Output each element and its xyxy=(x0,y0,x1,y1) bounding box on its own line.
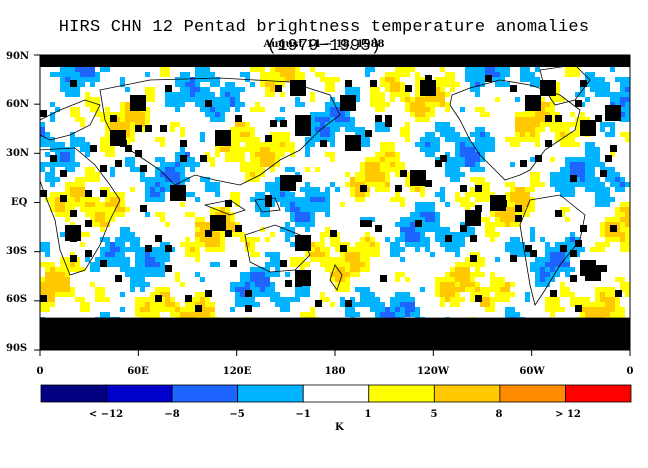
lon-label-180: 180 xyxy=(324,366,346,377)
colorbar-label-1: < −12 xyxy=(88,409,124,420)
lat-label-60s: 60S xyxy=(6,294,28,305)
colorbar-swatch xyxy=(499,384,566,403)
lon-label-0: 0 xyxy=(36,366,44,377)
colorbar xyxy=(40,384,632,403)
lon-label-0-end: 0 xyxy=(626,366,634,377)
axis-ticks xyxy=(34,54,631,356)
colorbar-swatch xyxy=(237,384,304,403)
map-subtitle: August 14 − 18, 1988 xyxy=(263,39,385,50)
missing-data-blocks xyxy=(40,55,630,350)
colorbar-swatch xyxy=(368,384,435,403)
colorbar-label-6: 5 xyxy=(430,409,438,420)
lat-label-eq: EQ xyxy=(11,197,28,208)
map-title: HIRS CHN 12 Pentad brightness temperatur… xyxy=(58,18,590,56)
colorbar-label-2: −8 xyxy=(164,409,180,420)
lat-label-30s: 30S xyxy=(6,246,28,257)
lon-label-60e: 60E xyxy=(127,366,149,377)
colorbar-swatch xyxy=(302,384,370,403)
lon-label-120e: 120E xyxy=(222,366,252,377)
colorbar-swatch xyxy=(433,384,501,403)
lat-label-90n: 90N xyxy=(6,51,30,62)
lat-label-90s: 90S xyxy=(6,343,28,354)
colorbar-swatch xyxy=(565,384,632,403)
coastlines xyxy=(40,64,630,319)
colorbar-units: K xyxy=(335,422,344,433)
lon-label-60w: 60W xyxy=(519,366,545,377)
colorbar-label-5: 1 xyxy=(364,409,372,420)
colorbar-label-3: −5 xyxy=(229,409,245,420)
lat-label-30n: 30N xyxy=(6,148,30,159)
colorbar-label-4: −1 xyxy=(295,409,311,420)
lon-label-120w: 120W xyxy=(416,366,450,377)
lat-label-60n: 60N xyxy=(6,99,30,110)
colorbar-label-8: > 12 xyxy=(555,409,581,420)
colorbar-swatch xyxy=(171,384,239,403)
colorbar-swatch xyxy=(106,384,173,403)
colorbar-swatch xyxy=(40,384,107,403)
colorbar-label-7: 8 xyxy=(495,409,503,420)
